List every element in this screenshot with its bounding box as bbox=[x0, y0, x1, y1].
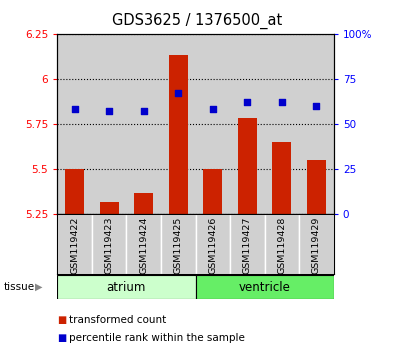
Point bbox=[244, 99, 250, 105]
Bar bbox=[265, 34, 299, 214]
Text: ■: ■ bbox=[57, 315, 66, 325]
Point bbox=[210, 107, 216, 112]
FancyBboxPatch shape bbox=[57, 275, 196, 299]
Bar bbox=[92, 34, 126, 214]
Point bbox=[141, 108, 147, 114]
Text: GSM119424: GSM119424 bbox=[139, 217, 148, 274]
FancyBboxPatch shape bbox=[92, 214, 126, 274]
Text: GSM119428: GSM119428 bbox=[277, 217, 286, 274]
Bar bbox=[169, 55, 188, 214]
Bar bbox=[196, 34, 230, 214]
FancyBboxPatch shape bbox=[230, 214, 265, 274]
FancyBboxPatch shape bbox=[196, 214, 230, 274]
Bar bbox=[230, 34, 265, 214]
FancyBboxPatch shape bbox=[299, 214, 334, 274]
Text: GSM119429: GSM119429 bbox=[312, 217, 321, 274]
Bar bbox=[134, 193, 153, 214]
Point bbox=[175, 90, 181, 96]
Text: GSM119425: GSM119425 bbox=[174, 217, 183, 274]
Text: GDS3625 / 1376500_at: GDS3625 / 1376500_at bbox=[112, 12, 283, 29]
FancyBboxPatch shape bbox=[196, 275, 334, 299]
Point bbox=[279, 99, 285, 105]
Text: atrium: atrium bbox=[107, 281, 146, 293]
Text: GSM119427: GSM119427 bbox=[243, 217, 252, 274]
Point bbox=[313, 103, 320, 109]
Text: percentile rank within the sample: percentile rank within the sample bbox=[69, 333, 245, 343]
Text: ■: ■ bbox=[57, 333, 66, 343]
FancyBboxPatch shape bbox=[265, 214, 299, 274]
Text: ▶: ▶ bbox=[35, 282, 42, 292]
Text: GSM119426: GSM119426 bbox=[208, 217, 217, 274]
Text: tissue: tissue bbox=[4, 282, 35, 292]
FancyBboxPatch shape bbox=[57, 214, 92, 274]
Bar bbox=[100, 201, 118, 214]
Bar bbox=[126, 34, 161, 214]
Point bbox=[106, 108, 112, 114]
Text: GSM119423: GSM119423 bbox=[105, 217, 114, 274]
Bar bbox=[65, 169, 84, 214]
Bar bbox=[273, 142, 292, 214]
Text: transformed count: transformed count bbox=[69, 315, 166, 325]
Bar bbox=[57, 34, 92, 214]
Bar bbox=[299, 34, 334, 214]
Bar bbox=[203, 169, 222, 214]
Text: ventricle: ventricle bbox=[239, 281, 291, 293]
FancyBboxPatch shape bbox=[126, 214, 161, 274]
Bar bbox=[161, 34, 196, 214]
Text: GSM119422: GSM119422 bbox=[70, 217, 79, 274]
Bar bbox=[307, 160, 326, 214]
Bar bbox=[238, 119, 257, 214]
Point bbox=[71, 107, 78, 112]
FancyBboxPatch shape bbox=[161, 214, 196, 274]
